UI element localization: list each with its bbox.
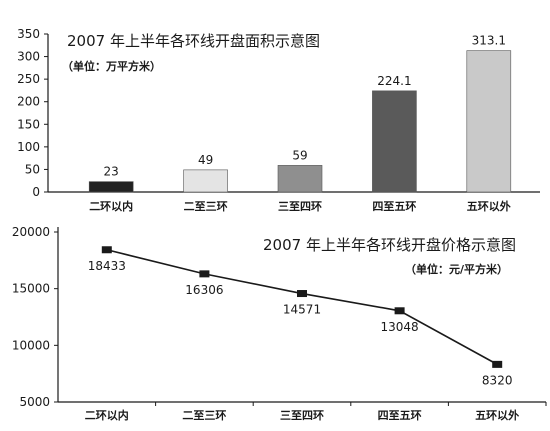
line-chart-title: 2007 年上半年各环线开盘价格示意图 <box>263 236 516 254</box>
bar-y-tick-label: 350 <box>17 27 40 41</box>
bar <box>183 169 228 193</box>
line-y-tick-label: 15000 <box>12 282 50 296</box>
bar-y-tick-label: 50 <box>25 162 40 176</box>
line-point <box>297 290 307 298</box>
bar-y-tick-label: 200 <box>17 95 40 109</box>
area-bar-chart: 0 50 100 150 200 250 300 350 23 49 59 224.1 313.1 二… <box>17 27 540 213</box>
bar-category-label: 五环以外 <box>467 199 511 213</box>
bar-category-label: 三至四环 <box>278 200 322 213</box>
line-point <box>492 360 503 368</box>
line-point <box>199 270 210 278</box>
price-line-chart: 5000 10000 15000 20000 18433 16306 14571 13048… <box>12 225 547 422</box>
bar-y-ticks: 0 50 100 150 200 250 300 350 <box>17 27 48 199</box>
line-y-tick-label: 5000 <box>19 395 50 409</box>
line-value-label: 18433 <box>88 259 126 273</box>
line-y-tick-label: 20000 <box>12 225 50 239</box>
bar-category-labels: 二环以内 二至三环 三至四环 四至五环 五环以外 <box>89 199 511 213</box>
line-category-labels: 二环以内 二至三环 三至四环 四至五环 五环以外 <box>85 402 547 422</box>
bar-series: 23 49 59 224.1 313.1 <box>88 34 512 193</box>
line-value-label: 14571 <box>283 303 321 317</box>
bar <box>88 181 134 193</box>
line-point <box>394 307 405 315</box>
line-value-label: 13048 <box>381 320 419 334</box>
line-y-tick-label: 10000 <box>12 338 50 352</box>
bar <box>372 90 417 193</box>
line-value-label: 8320 <box>482 373 513 387</box>
line-category-label: 二环以内 <box>85 408 129 422</box>
bar-value-label: 23 <box>104 165 119 179</box>
bar-y-tick-label: 0 <box>32 185 40 199</box>
line-category-label: 三至四环 <box>280 409 324 422</box>
bar-category-label: 二环以内 <box>89 199 133 213</box>
line-value-label: 16306 <box>185 283 223 297</box>
line-point <box>101 246 112 254</box>
bar-y-tick-label: 150 <box>17 117 40 131</box>
bar-category-label: 四至五环 <box>372 200 416 213</box>
bar-value-label: 313.1 <box>472 34 506 48</box>
line-category-label: 二至三环 <box>182 409 226 422</box>
bar-y-tick-label: 300 <box>17 50 40 64</box>
bar-chart-unit: （单位：万平方米） <box>62 59 161 73</box>
line-chart-unit: （单位：元/平方米） <box>405 262 508 276</box>
bar-y-tick-label: 100 <box>17 140 40 154</box>
bar <box>277 165 323 193</box>
line-y-ticks: 5000 10000 15000 20000 <box>12 225 58 409</box>
line-category-label: 五环以外 <box>475 408 519 422</box>
bar-y-tick-label: 250 <box>17 72 40 86</box>
bar-category-label: 二至三环 <box>184 200 228 213</box>
line-series: 18433 16306 14571 13048 8320 <box>88 246 513 387</box>
bar-chart-title: 2007 年上半年各环线开盘面积示意图 <box>67 32 320 50</box>
bar-value-label: 59 <box>292 148 307 162</box>
bar-value-label: 49 <box>198 153 213 167</box>
line-category-label: 四至五环 <box>378 409 422 422</box>
bar-value-label: 224.1 <box>377 74 411 88</box>
bar <box>466 50 512 193</box>
